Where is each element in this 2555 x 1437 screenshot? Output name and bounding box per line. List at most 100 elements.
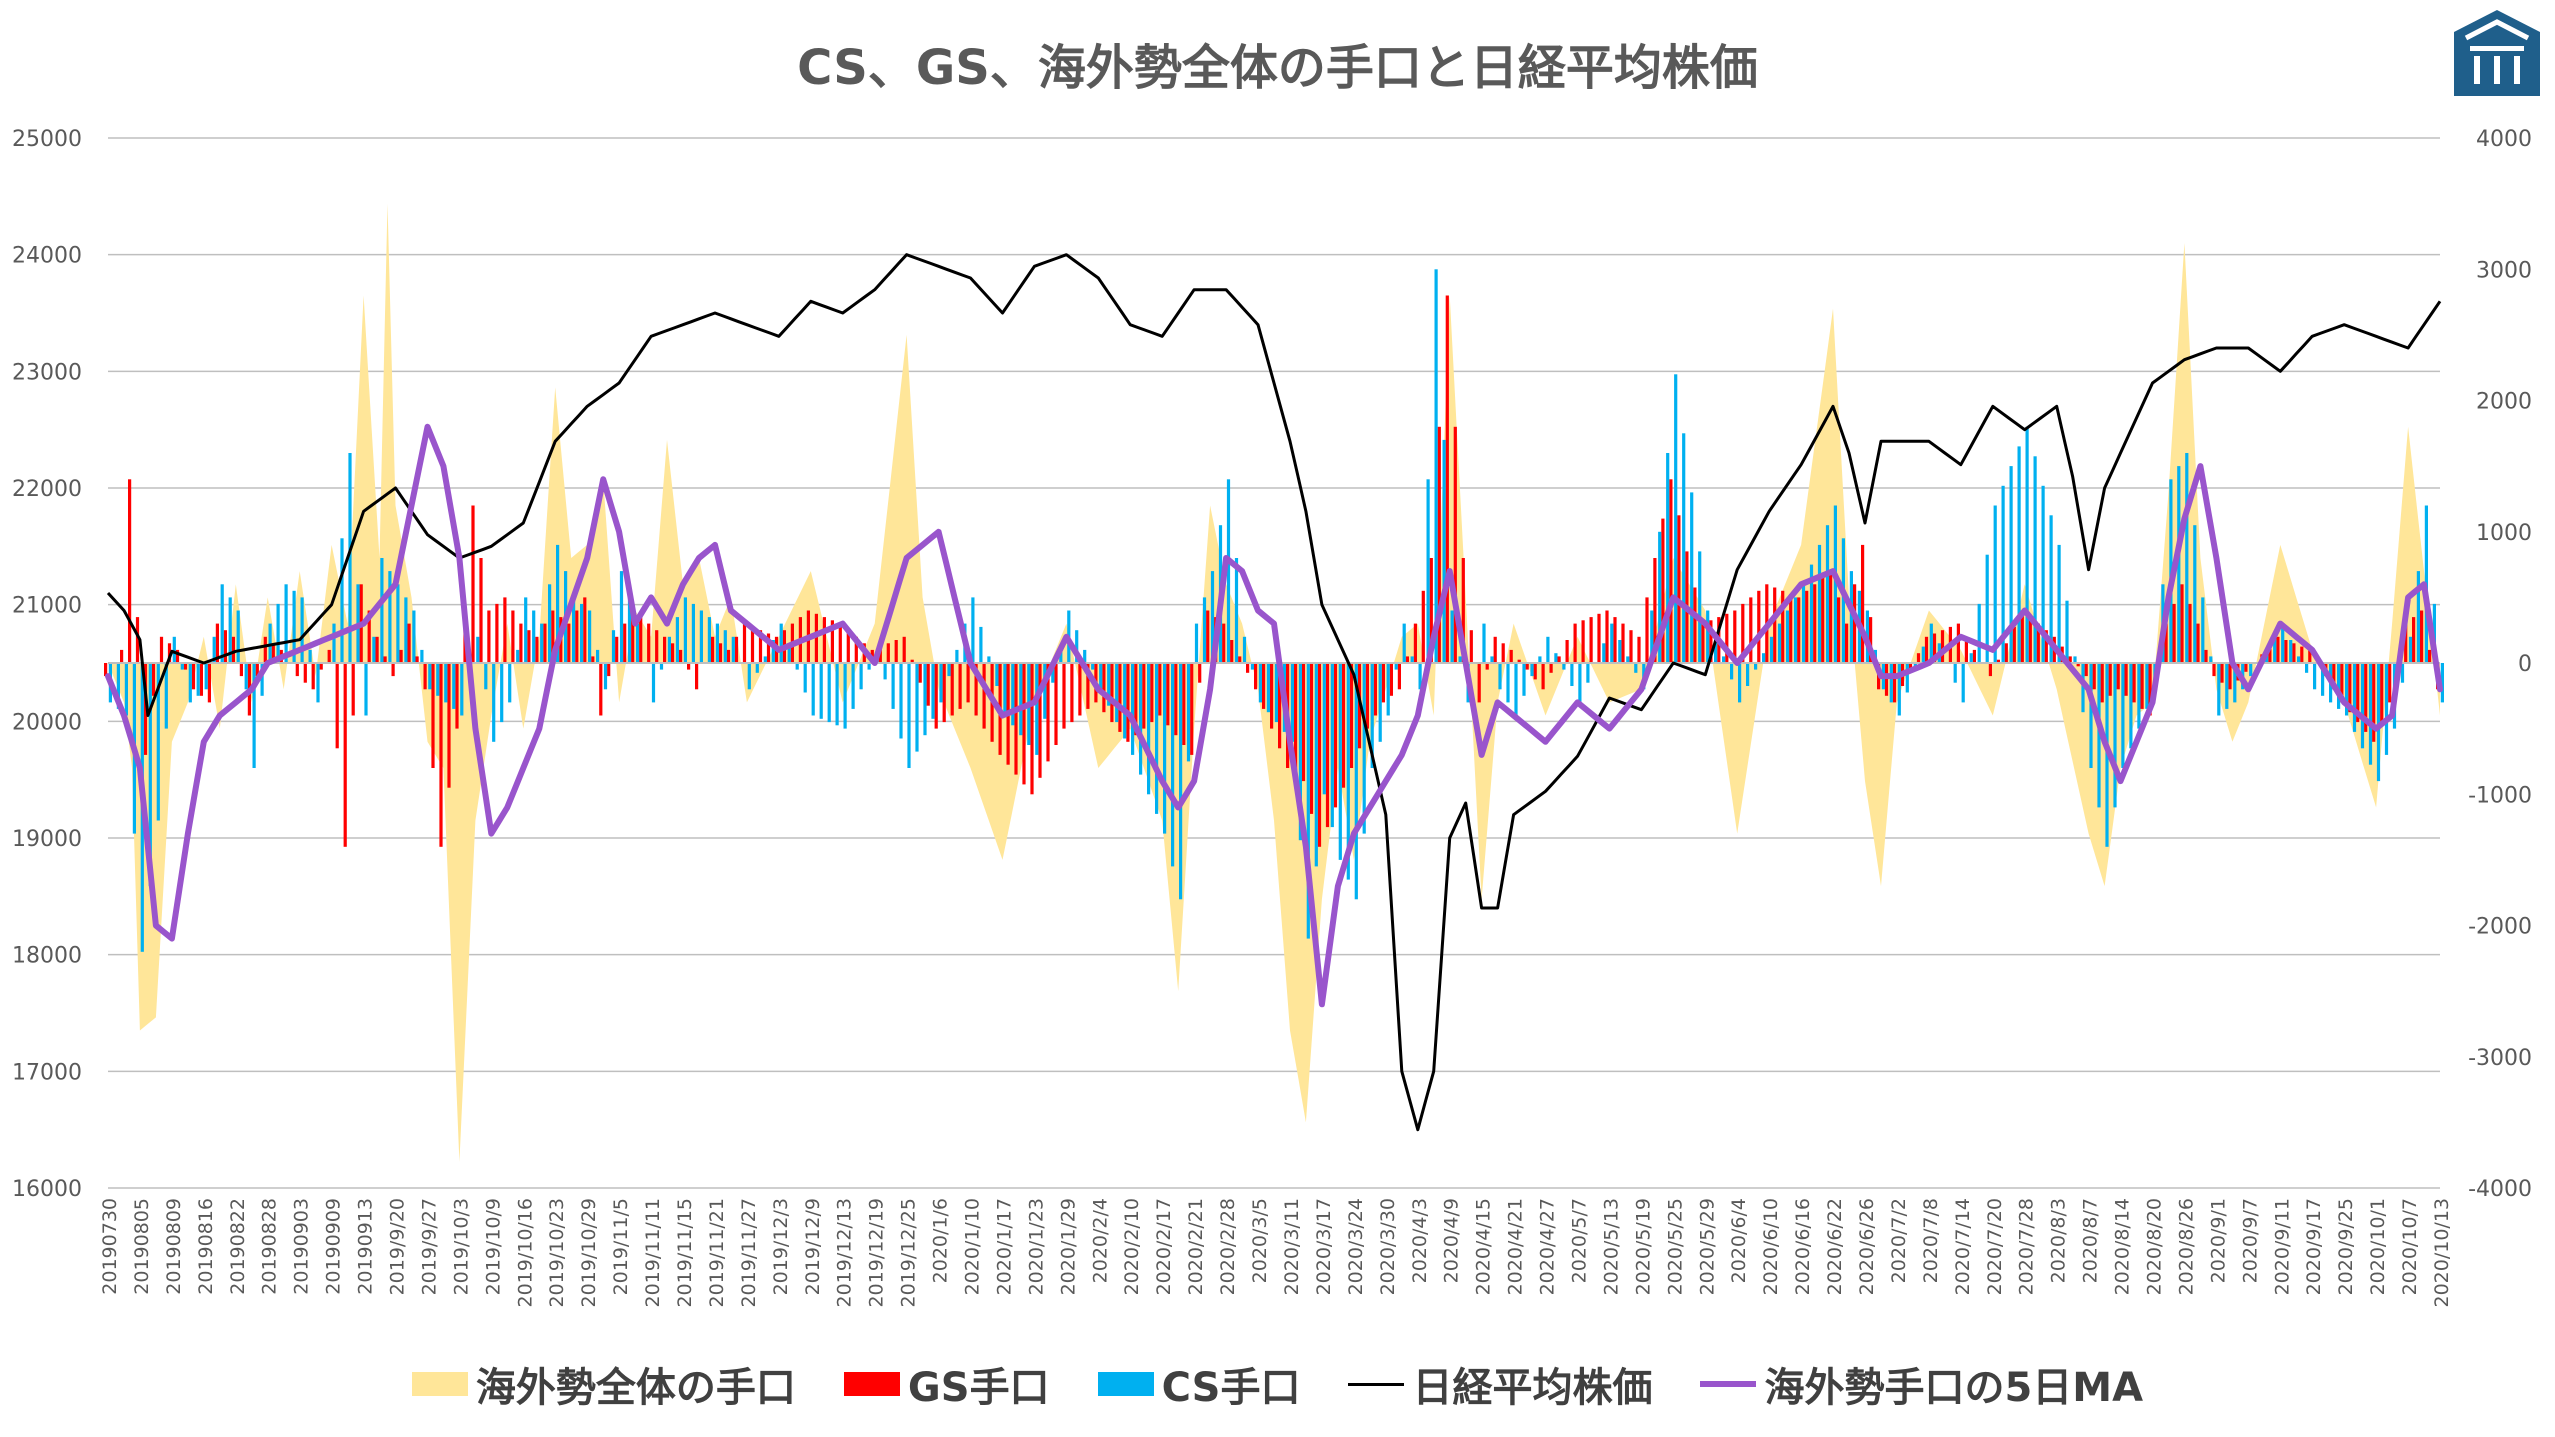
gs-bar [447,663,451,788]
gs-bar [1397,663,1401,690]
gs-bar [2244,663,2248,672]
cs-bar [1650,610,1654,663]
cs-bar [1841,538,1845,663]
cs-bar [524,597,528,663]
gs-bar [1996,659,2000,663]
x-axis-tick-label: 2020/9/17 [2303,1198,2325,1295]
cs-bar [164,663,168,729]
cs-bar [484,663,488,690]
gs-bar [1621,623,1625,663]
cs-bar [2113,663,2117,808]
cs-bar [252,663,256,768]
cs-bar [1011,663,1015,726]
gs-bar [1845,623,1849,663]
cs-bar [436,663,440,696]
cs-bar [412,610,416,663]
right-axis-tick-label: 0 [2518,652,2532,677]
cs-bar [755,663,759,673]
cs-bar [1194,623,1199,663]
cs-bar [1035,663,1039,755]
gs-bar [1525,663,1529,670]
gs-bar [383,656,387,663]
cs-bar [1730,663,1734,680]
gs-bar [1932,633,1937,663]
cs-bar [987,656,991,663]
cs-bar [827,663,831,723]
cs-bar [308,649,312,663]
cs-bar [771,640,775,663]
nikkei-line [106,253,2442,1132]
cs-bar [667,636,671,664]
gs-bar [1230,640,1234,663]
ma-line-series [105,423,2443,1008]
cs-bar [1099,663,1103,690]
cs-bar [1769,636,1774,664]
cs-bar [2129,663,2133,749]
gs-bar [1405,656,1409,663]
legend-item: 日経平均株価 [1348,1355,1652,1413]
cs-bar [228,597,232,663]
cs-bar [1258,663,1262,703]
cs-bar [596,649,600,663]
x-axis-tick-label: 2020/5/29 [1696,1198,1718,1295]
x-axis-tick-label: 20190809 [163,1198,185,1295]
cs-bar [500,663,504,723]
cs-bar [995,663,999,686]
cs-bar [2177,466,2181,663]
gs-bar [2140,663,2144,709]
cs-bar [731,636,735,664]
x-axis-tick-label: 2020/6/16 [1792,1198,1814,1295]
gs-bar [175,649,180,663]
right-axis-tick-label: 2000 [2476,390,2532,415]
x-axis-tick-label: 2020/10/13 [2431,1198,2453,1308]
gs-bar [910,659,914,663]
left-axis-tick-label: 19000 [12,827,82,852]
cs-bar [2201,597,2205,663]
cs-bar [907,663,911,768]
gs-bar [1477,663,1481,703]
cs-bar [1722,656,1726,663]
gs-bar [1485,663,1489,670]
cs-bar [2121,663,2125,768]
gs-bar [655,630,659,663]
gs-bar [814,613,818,663]
cs-bar [1953,663,1957,683]
cs-bar [707,617,711,663]
gs-bar [1222,623,1226,663]
left-axis-tick-label: 20000 [12,710,82,735]
cs-bar [380,558,384,663]
gs-bar [1278,663,1282,749]
cs-bar [268,623,272,663]
legend-item: 海外勢手口の5日MA [1700,1355,2143,1413]
gs-bar [687,663,691,670]
cs-bar [1698,551,1702,663]
legend-swatch [1348,1382,1405,1386]
gs-bar [423,663,427,690]
gs-bar [679,649,683,663]
x-axis-tick-label: 20190730 [99,1198,121,1295]
x-axis-tick-label: 2020/5/13 [1600,1198,1622,1295]
cs-bar [2345,663,2349,716]
cs-bar [2352,663,2357,732]
x-axis-tick-label: 2020/9/7 [2239,1198,2261,1283]
logo-icon [2454,10,2540,96]
cs-bar [843,663,847,729]
x-axis-tick-label: 2020/10/7 [2399,1198,2421,1295]
gs-bar [1741,603,1745,663]
cs-bar [1386,663,1390,716]
x-axis-tick-label: 2020/8/20 [2143,1198,2165,1295]
x-axis-tick-label: 2020/1/29 [1057,1198,1079,1295]
cs-bar [627,597,632,663]
cs-bar [1131,663,1135,755]
cs-bar [1586,663,1590,683]
gs-bar [375,636,379,664]
cs-bar [1985,554,1989,663]
gs-bar [1892,663,1897,703]
gs-bar [2212,663,2216,677]
gs-bar [2196,623,2200,663]
cs-bar [476,636,480,664]
overseas-total-area [108,203,2440,1162]
gs-bar [431,663,435,768]
cs-bar [2321,663,2325,696]
gs-bar [263,636,267,664]
